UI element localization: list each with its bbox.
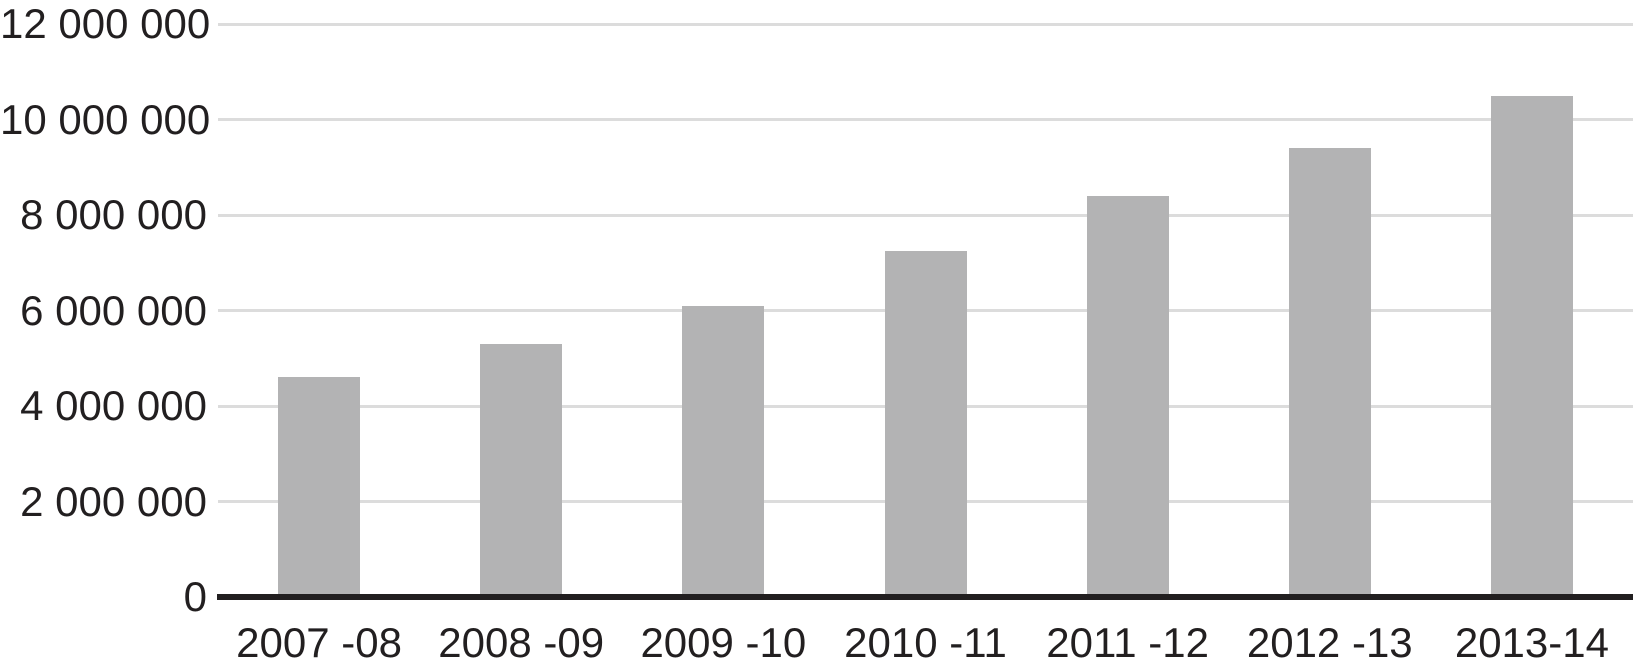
y-tick-label: 0 (183, 573, 207, 620)
bar-2012-13 (1288, 148, 1371, 597)
bar-2007-08 (278, 377, 361, 597)
x-tick-label: 2011 -12 (1046, 619, 1209, 665)
gridline (218, 22, 1633, 26)
bar-2009-10 (682, 305, 765, 597)
bar-2013-14 (1490, 95, 1573, 597)
x-tick-label: 2013-14 (1454, 619, 1609, 665)
gridline (218, 213, 1633, 217)
x-tick-label: 2007 -08 (236, 619, 402, 665)
y-tick-label: 2 000 000 (20, 477, 207, 525)
x-tick-label: 2012 -13 (1246, 619, 1413, 665)
x-axis-baseline (217, 594, 1633, 600)
y-tick-label: 4 000 000 (20, 382, 207, 429)
x-tick-label: 2009 -10 (640, 619, 807, 665)
x-tick-label: 2010 -11 (844, 619, 1007, 665)
y-tick-label: 12 000 000 (0, 0, 211, 47)
bar-2010-11 (884, 250, 967, 597)
y-tick-label: 8 000 000 (20, 191, 207, 238)
y-tick-label: 10 000 000 (0, 95, 211, 143)
bar-2011-12 (1086, 195, 1169, 597)
gridline (218, 118, 1633, 121)
bar-2008-09 (480, 343, 563, 597)
y-tick-label: 6 000 000 (20, 286, 207, 334)
x-tick-label: 2008 -09 (438, 619, 605, 665)
